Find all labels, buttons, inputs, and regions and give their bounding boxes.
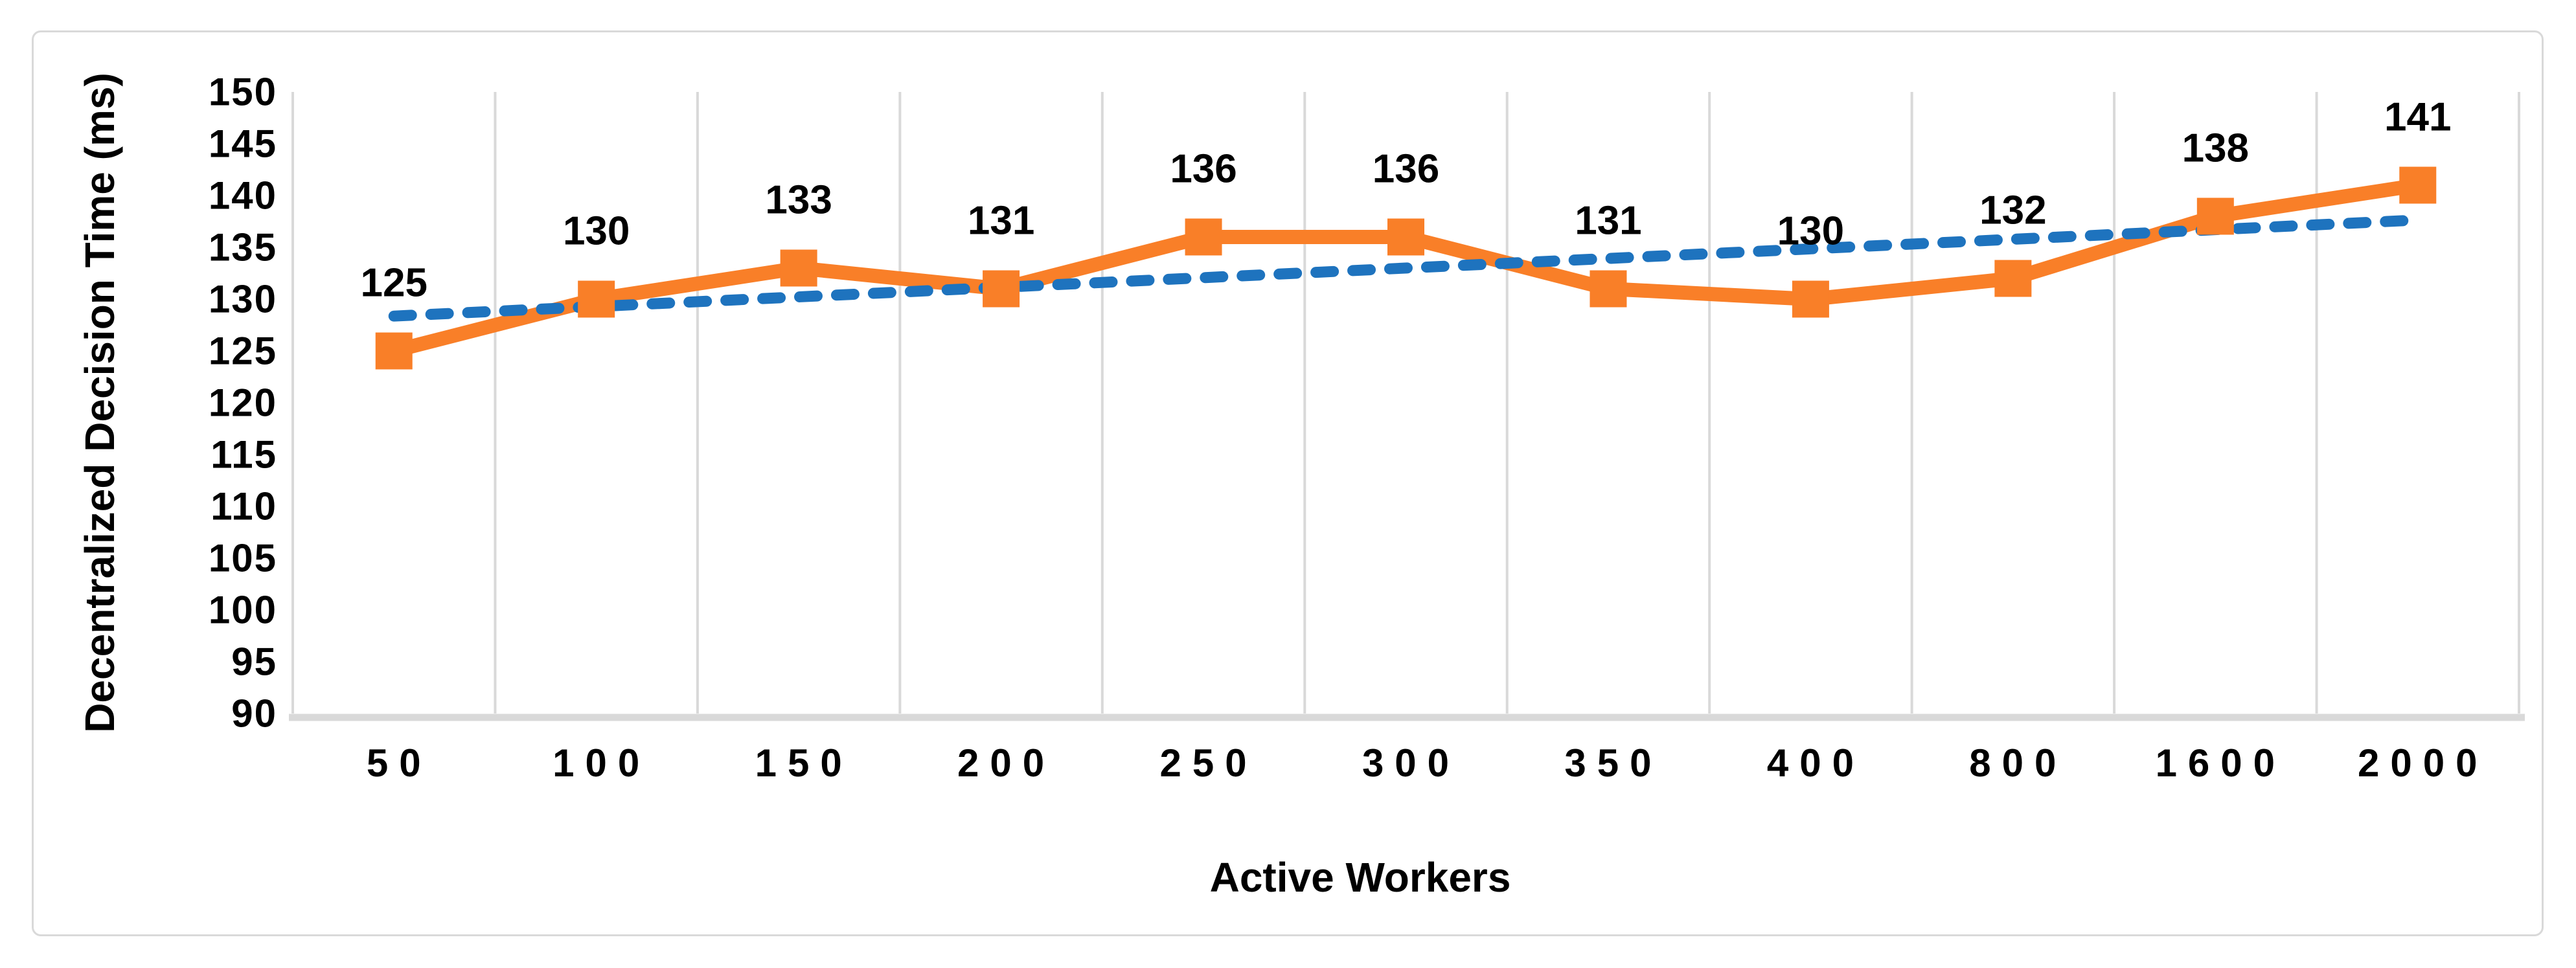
x-tick-label: 150	[755, 741, 853, 785]
data-label-layer: 125 130 133 131 136 136 131 130 132 138 141	[361, 95, 2452, 306]
series-marker	[2196, 197, 2234, 235]
x-tick-label: 1600	[2156, 741, 2286, 785]
y-tick-label: 90	[231, 692, 277, 736]
data-label: 133	[765, 178, 832, 223]
data-label: 136	[1373, 147, 1439, 192]
data-label: 131	[1575, 199, 1641, 243]
series-marker	[780, 249, 817, 287]
y-axis-tick-labels: 150 145 140 135 130 125 120 115 110 105 100 95 90	[209, 71, 277, 736]
x-tick-label: 350	[1564, 741, 1662, 785]
y-tick-label: 150	[209, 71, 277, 114]
series-marker	[1387, 218, 1424, 256]
series-marker	[1994, 260, 2032, 297]
gridlines	[291, 92, 2520, 714]
data-label: 131	[968, 199, 1034, 243]
series-marker	[578, 280, 615, 318]
y-tick-label: 100	[209, 589, 277, 632]
y-tick-label: 115	[211, 433, 277, 477]
data-label: 132	[1979, 188, 2046, 233]
marker-layer	[375, 166, 2437, 370]
x-tick-label: 2000	[2358, 741, 2488, 785]
x-tick-label: 400	[1767, 741, 1865, 785]
y-tick-label: 95	[231, 640, 277, 684]
x-axis-title: Active Workers	[1210, 854, 1511, 901]
y-tick-label: 120	[209, 381, 277, 425]
data-label: 138	[2182, 126, 2249, 171]
series-marker	[1590, 270, 1627, 308]
series-marker	[1792, 280, 1829, 318]
x-tick-label: 300	[1362, 741, 1460, 785]
y-tick-label: 140	[209, 174, 277, 218]
series-marker	[375, 332, 413, 370]
series-marker	[2399, 166, 2437, 204]
data-label: 136	[1170, 147, 1237, 192]
data-label: 130	[1777, 209, 1844, 254]
y-tick-label: 130	[209, 278, 277, 321]
series-marker	[983, 270, 1020, 308]
data-label: 130	[563, 209, 630, 254]
x-tick-label: 800	[1969, 741, 2067, 785]
chart-frame	[32, 30, 2544, 936]
trendline	[388, 214, 2424, 322]
y-tick-label: 125	[209, 330, 277, 373]
y-tick-label: 135	[209, 226, 277, 269]
x-tick-label: 50	[367, 741, 432, 785]
y-tick-label: 105	[209, 537, 277, 580]
y-tick-label: 145	[209, 122, 277, 166]
y-axis-title: Decentralized Decision Time (ms)	[76, 73, 123, 733]
x-tick-label: 200	[957, 741, 1055, 785]
y-tick-label: 110	[211, 485, 277, 528]
data-label: 125	[361, 261, 427, 306]
x-axis-tick-labels: 50 100 150 200 250 300 350 400 800 1600 2000	[367, 741, 2488, 785]
x-tick-label: 100	[553, 741, 650, 785]
series-marker	[1185, 218, 1222, 256]
data-label: 141	[2384, 95, 2451, 140]
x-tick-label: 250	[1159, 741, 1257, 785]
trendline-layer	[388, 214, 2424, 322]
